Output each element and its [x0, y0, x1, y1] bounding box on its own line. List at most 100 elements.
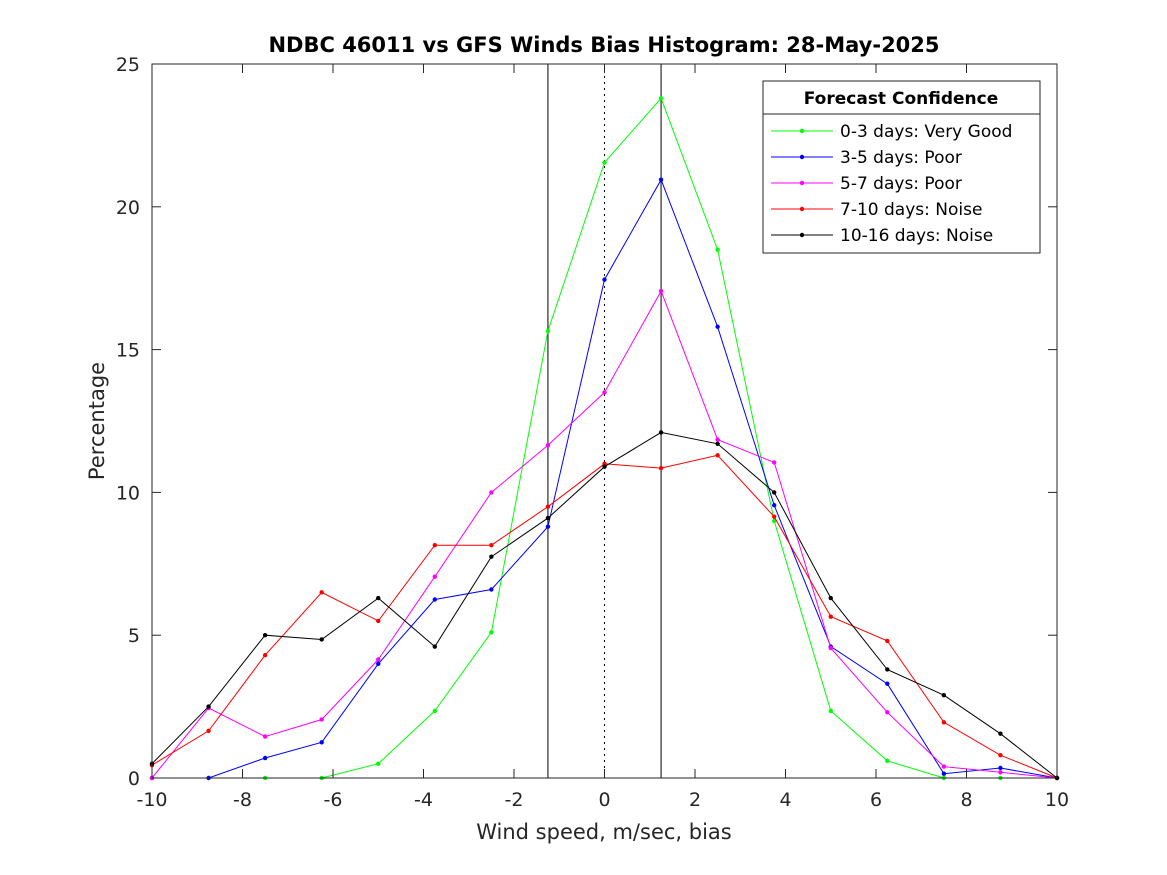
data-point: [715, 441, 720, 447]
data-point: [771, 460, 777, 465]
legend-swatch-marker: [799, 180, 805, 186]
series-3: [149, 288, 1060, 781]
data-point: [545, 443, 551, 448]
x-tick-label: -10: [136, 789, 167, 811]
data-point: [489, 490, 494, 495]
legend-label: 3-5 days: Poor: [840, 148, 962, 168]
data-point: [376, 761, 381, 766]
data-point: [262, 652, 268, 658]
data-point: [771, 514, 777, 519]
legend-swatch-marker: [799, 232, 805, 238]
x-tick-label: -8: [233, 789, 252, 811]
data-point: [828, 595, 833, 601]
data-point: [715, 453, 720, 458]
data-point: [432, 708, 438, 714]
y-tick-label: 25: [116, 54, 140, 76]
data-point: [432, 644, 438, 649]
data-point: [941, 720, 947, 725]
legend-swatch-marker: [799, 154, 805, 160]
data-point: [771, 503, 777, 508]
x-tick-label: 2: [689, 789, 701, 811]
data-point: [432, 574, 438, 579]
data-point: [658, 288, 664, 294]
data-point: [545, 328, 551, 334]
data-point: [432, 597, 438, 602]
data-point: [658, 177, 664, 182]
y-tick-label: 5: [128, 625, 140, 647]
data-point: [602, 160, 607, 165]
legend-swatch-marker: [799, 128, 805, 134]
data-point: [602, 277, 607, 282]
legend-entry: 10-16 days: Noise: [771, 226, 993, 246]
x-axis-label: Wind speed, m/sec, bias: [476, 820, 732, 844]
x-tick-label: 0: [598, 789, 610, 811]
data-point: [432, 543, 438, 548]
data-point: [319, 740, 324, 745]
x-tick-label: 4: [779, 789, 791, 811]
data-point: [885, 667, 890, 672]
legend-label: 7-10 days: Noise: [840, 200, 982, 220]
legend-entry: 3-5 days: Poor: [771, 148, 962, 168]
data-point: [885, 710, 890, 715]
data-point: [376, 661, 381, 666]
data-point: [489, 554, 494, 559]
data-point: [885, 681, 890, 686]
x-tick-label: -2: [505, 789, 524, 811]
data-point: [206, 704, 211, 709]
legend: Forecast Confidence 0-3 days: Very Good 3…: [762, 80, 1041, 254]
data-point: [489, 587, 494, 592]
x-tick-label: 6: [870, 789, 882, 811]
data-point: [602, 390, 607, 395]
data-point: [658, 96, 664, 101]
data-point: [828, 645, 833, 651]
data-point: [206, 728, 211, 734]
legend-entry: 7-10 days: Noise: [771, 200, 982, 220]
data-point: [941, 764, 947, 769]
legend-swatch-marker: [799, 206, 805, 212]
legend-entry: 5-7 days: Poor: [771, 174, 962, 194]
legend-label: 10-16 days: Noise: [840, 226, 993, 246]
data-point: [998, 731, 1003, 736]
axis-ticks: -10 -8 -6 -4 -2 0 2 4 6 8 10 0 5 10 15 20 25: [116, 54, 1069, 811]
data-point: [828, 614, 833, 619]
data-point: [998, 765, 1003, 771]
data-point: [489, 630, 494, 635]
y-tick-label: 15: [116, 340, 140, 362]
legend-label: 5-7 days: Poor: [840, 174, 962, 194]
data-point: [545, 504, 551, 509]
legend-title: Forecast Confidence: [804, 89, 999, 109]
data-point: [998, 752, 1003, 758]
data-point: [941, 771, 947, 776]
x-tick-label: 10: [1045, 789, 1069, 811]
data-point: [545, 515, 551, 521]
x-tick-label: -6: [324, 789, 343, 811]
data-point: [545, 524, 551, 529]
data-point: [941, 692, 947, 698]
y-tick-label: 0: [128, 768, 140, 790]
data-point: [262, 755, 268, 761]
data-point: [319, 717, 324, 722]
data-point: [771, 518, 777, 524]
data-point: [376, 618, 381, 624]
legend-title-box: [762, 80, 1041, 115]
data-point: [376, 595, 381, 601]
data-point: [828, 708, 833, 714]
data-point: [715, 437, 720, 442]
legend-entries: 0-3 days: Very Good 3-5 days: Poor 5-7 day…: [771, 122, 1012, 246]
x-tick-label: 8: [960, 789, 972, 811]
data-point: [658, 465, 664, 471]
data-point: [658, 430, 664, 435]
data-point: [602, 464, 607, 469]
chart-title: NDBC 46011 vs GFS Winds Bias Histogram: …: [268, 33, 939, 57]
series-2: [149, 177, 1060, 781]
series-5: [149, 430, 1060, 781]
reference-lines: [547, 64, 662, 778]
data-point: [489, 543, 494, 548]
legend-label: 0-3 days: Very Good: [840, 122, 1012, 142]
data-point: [715, 324, 720, 329]
data-point: [885, 758, 890, 764]
y-tick-label: 10: [116, 482, 140, 504]
data-point: [319, 590, 324, 595]
data-point: [998, 770, 1003, 775]
